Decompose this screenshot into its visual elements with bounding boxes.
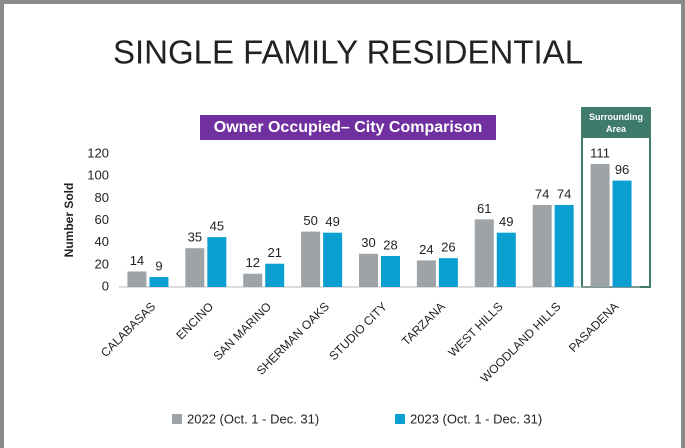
- data-label: 74: [557, 186, 571, 201]
- data-label: 35: [188, 230, 202, 245]
- data-label: 9: [155, 258, 162, 273]
- data-label: 45: [210, 219, 224, 234]
- bar: [474, 219, 494, 287]
- y-tick-label: 20: [95, 256, 109, 271]
- bar: [438, 258, 458, 287]
- data-label: 21: [267, 245, 281, 260]
- data-label: 50: [303, 213, 317, 228]
- bar: [207, 237, 227, 287]
- y-axis-label: Number Sold: [62, 183, 76, 258]
- bar: [359, 253, 378, 287]
- data-label: 61: [477, 201, 491, 216]
- data-label: 49: [499, 214, 513, 229]
- bar: [323, 232, 343, 287]
- y-tick-label: 60: [95, 212, 109, 227]
- y-tick-label: 120: [87, 145, 109, 160]
- data-label: 30: [361, 235, 375, 250]
- data-label: 24: [419, 242, 433, 257]
- bar: [381, 255, 400, 287]
- bar: [416, 260, 436, 287]
- data-label: 49: [325, 214, 339, 229]
- bar: [496, 232, 516, 287]
- data-label: 96: [615, 162, 629, 177]
- data-label: 14: [130, 253, 144, 268]
- y-tick-label: 40: [95, 234, 109, 249]
- x-tick-label: WEST HILLS: [445, 299, 505, 359]
- bar: [127, 271, 147, 287]
- x-tick-label: PASADENA: [566, 299, 621, 354]
- x-tick-label: CALABASAS: [98, 299, 158, 359]
- x-tick-label: ENCINO: [173, 299, 216, 342]
- bar: [185, 248, 205, 287]
- data-label: 28: [383, 237, 397, 252]
- annotation: Surrounding Area: [582, 108, 650, 138]
- data-label: 12: [245, 255, 259, 270]
- y-tick-label: 0: [102, 278, 109, 293]
- x-tick-label: SAN MARINO: [210, 299, 274, 363]
- subtitle-banner: [200, 115, 496, 140]
- subtitle: Owner Occupied– City Comparison: [214, 119, 483, 136]
- bar: [265, 263, 285, 287]
- y-tick-label: 80: [95, 190, 109, 205]
- x-tick-label: TARZANA: [399, 299, 448, 348]
- data-label: 26: [441, 240, 455, 255]
- bar: [590, 163, 610, 287]
- legend-swatch: [172, 414, 182, 424]
- data-label: 74: [535, 186, 549, 201]
- bar: [149, 277, 169, 287]
- bar: [532, 204, 552, 287]
- x-tick-label: STUDIO CITY: [326, 299, 390, 363]
- bar: [301, 231, 321, 287]
- bar: [612, 180, 632, 287]
- chart-title: SINGLE FAMILY RESIDENTIAL: [113, 34, 583, 71]
- legend-label: 2022 (Oct. 1 - Dec. 31): [187, 411, 319, 426]
- bar: [243, 273, 263, 287]
- legend-swatch: [395, 414, 405, 424]
- y-tick-label: 100: [87, 168, 109, 183]
- data-label: 111: [590, 145, 610, 160]
- bar: [554, 204, 574, 287]
- legend-label: 2023 (Oct. 1 - Dec. 31): [410, 411, 542, 426]
